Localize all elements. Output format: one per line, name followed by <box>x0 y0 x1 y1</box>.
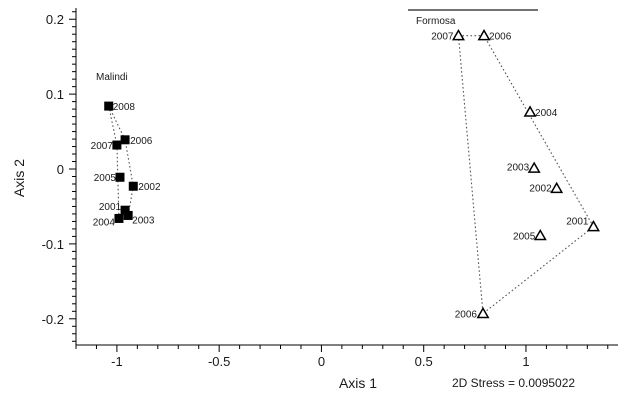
point-malindi-2003 <box>123 210 133 220</box>
group-titles: Malindi Formosa <box>96 9 538 83</box>
hull-formosa <box>457 35 595 315</box>
y-tick-label: 0.2 <box>46 12 64 27</box>
point-label: 2006 <box>455 310 478 321</box>
point-label: 2002 <box>529 183 552 194</box>
point-label: 2008 <box>113 102 136 113</box>
point-label: 2003 <box>132 215 155 226</box>
point-label: 2002 <box>138 182 161 193</box>
y-tick-label: -0.2 <box>42 312 64 327</box>
x-tick-label: -1 <box>111 354 123 369</box>
plot-frame <box>75 8 618 346</box>
x-tick-label: 0 <box>318 354 325 369</box>
point-label: 2006 <box>130 136 153 147</box>
point-label: 2005 <box>513 232 536 243</box>
point-formosa-2004 <box>523 105 537 117</box>
point-malindi-2002 <box>128 181 138 191</box>
point-formosa-2002 <box>550 181 564 194</box>
point-label: 2007 <box>431 32 454 43</box>
point-formosa-2006 <box>477 28 491 41</box>
group-title-formosa: Formosa <box>416 16 456 27</box>
y-axis-title: Axis 2 <box>11 159 27 197</box>
point-malindi-2001 <box>120 205 130 215</box>
x-tick-label: 1 <box>522 354 529 369</box>
point-label: 2003 <box>507 162 530 173</box>
x-tick-label: 0.5 <box>415 354 433 369</box>
point-formosa-2006 <box>476 306 490 319</box>
point-label: 2005 <box>94 173 117 184</box>
point-label: 2004 <box>535 108 558 119</box>
point-formosa-2003 <box>527 161 541 173</box>
point-label: 2004 <box>93 217 116 228</box>
stress-annotation: 2D Stress = 0.0095022 <box>452 376 575 390</box>
point-malindi-2005 <box>115 172 125 182</box>
point-malindi-2006 <box>120 135 130 145</box>
y-tick-label: -0.1 <box>42 237 64 252</box>
y-tick-label: 0 <box>57 162 64 177</box>
x-axis-title: Axis 1 <box>339 375 377 391</box>
x-axis-ticks: -1 -0.5 0 0.5 1 <box>75 345 609 369</box>
y-axis-ticks: -0.2 -0.1 0 0.1 0.2 <box>42 11 76 342</box>
point-label: 2006 <box>489 32 512 43</box>
point-malindi-2007 <box>112 140 122 150</box>
point-malindi-2008 <box>104 101 114 111</box>
point-formosa-2001 <box>586 219 600 232</box>
y-tick-label: 0.1 <box>46 87 64 102</box>
group-hulls <box>108 35 595 315</box>
data-points <box>104 28 600 319</box>
point-formosa-2005 <box>533 228 547 241</box>
x-tick-label: -0.5 <box>208 354 230 369</box>
point-labels: 2008 2006 2007 2005 2002 2001 2003 2004 2007 2006… <box>91 32 589 321</box>
point-label: 2001 <box>99 202 122 213</box>
group-title-malindi: Malindi <box>96 72 128 83</box>
point-formosa-2007 <box>451 28 465 41</box>
point-label: 2007 <box>91 141 114 152</box>
point-malindi-2004 <box>114 213 124 223</box>
point-label: 2001 <box>566 217 589 228</box>
